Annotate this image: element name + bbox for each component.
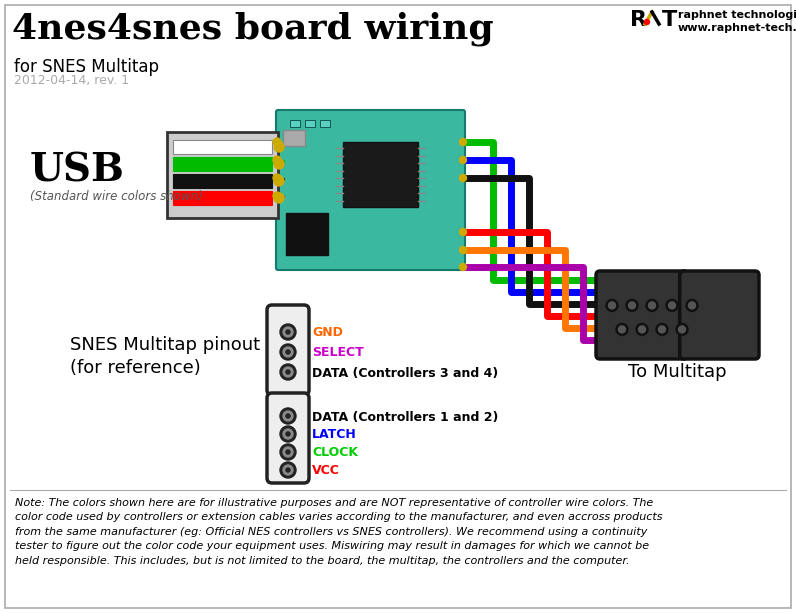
- Circle shape: [606, 299, 618, 311]
- Circle shape: [656, 324, 668, 335]
- Circle shape: [646, 299, 658, 311]
- Bar: [167, 132, 278, 218]
- Circle shape: [283, 411, 293, 421]
- Text: CLOCK: CLOCK: [312, 446, 358, 460]
- Circle shape: [678, 326, 685, 333]
- Bar: [320, 120, 330, 127]
- Circle shape: [618, 326, 626, 333]
- Text: SELECT: SELECT: [312, 346, 364, 359]
- Circle shape: [283, 447, 293, 457]
- Circle shape: [286, 330, 290, 334]
- Circle shape: [283, 327, 293, 337]
- Bar: [343, 142, 418, 207]
- Circle shape: [286, 450, 290, 454]
- Circle shape: [280, 462, 296, 478]
- Text: T: T: [662, 10, 677, 30]
- Circle shape: [459, 175, 466, 181]
- Circle shape: [459, 246, 466, 254]
- Text: DATA (Controllers 1 and 2): DATA (Controllers 1 and 2): [312, 411, 498, 424]
- Circle shape: [274, 176, 284, 186]
- Circle shape: [629, 302, 635, 309]
- Bar: [286, 213, 328, 255]
- Bar: [290, 120, 300, 127]
- Text: DATA (Controllers 3 and 4): DATA (Controllers 3 and 4): [312, 367, 498, 379]
- Bar: [283, 130, 305, 146]
- Circle shape: [283, 347, 293, 357]
- Circle shape: [616, 324, 628, 335]
- Circle shape: [669, 302, 676, 309]
- Text: www.raphnet-tech.com: www.raphnet-tech.com: [678, 23, 796, 33]
- FancyBboxPatch shape: [276, 110, 465, 270]
- Bar: [173, 191, 272, 205]
- Circle shape: [286, 432, 290, 436]
- Text: GND: GND: [312, 327, 343, 340]
- Text: (for reference): (for reference): [70, 359, 201, 377]
- Text: R: R: [630, 10, 647, 30]
- Circle shape: [286, 350, 290, 354]
- Circle shape: [689, 302, 696, 309]
- Circle shape: [286, 370, 290, 374]
- Circle shape: [273, 174, 281, 182]
- Circle shape: [459, 139, 466, 145]
- Circle shape: [676, 324, 688, 335]
- FancyBboxPatch shape: [680, 271, 759, 359]
- Circle shape: [280, 426, 296, 442]
- Circle shape: [459, 156, 466, 164]
- Circle shape: [686, 299, 698, 311]
- Circle shape: [280, 364, 296, 380]
- Bar: [173, 140, 272, 154]
- Circle shape: [274, 193, 284, 203]
- Text: Note: The colors shown here are for illustrative purposes and are NOT representa: Note: The colors shown here are for illu…: [15, 498, 662, 566]
- Circle shape: [280, 444, 296, 460]
- Circle shape: [273, 156, 281, 164]
- FancyBboxPatch shape: [596, 271, 688, 359]
- Text: LATCH: LATCH: [312, 428, 357, 441]
- Text: for SNES Multitap: for SNES Multitap: [14, 58, 159, 76]
- Circle shape: [459, 264, 466, 270]
- Text: SNES Multitap pinout: SNES Multitap pinout: [70, 336, 260, 354]
- Circle shape: [283, 429, 293, 439]
- Circle shape: [645, 20, 650, 25]
- Circle shape: [638, 326, 646, 333]
- Bar: [173, 174, 272, 188]
- Text: 2012-04-14, rev. 1: 2012-04-14, rev. 1: [14, 74, 129, 87]
- Circle shape: [636, 324, 648, 335]
- Text: (Standard wire colors shown): (Standard wire colors shown): [30, 190, 203, 203]
- Text: 4nes4snes board wiring: 4nes4snes board wiring: [12, 12, 494, 47]
- Circle shape: [273, 138, 281, 146]
- Text: VCC: VCC: [312, 465, 340, 478]
- Text: USB: USB: [30, 152, 125, 190]
- Bar: [173, 157, 272, 171]
- Circle shape: [273, 192, 281, 200]
- Circle shape: [666, 299, 678, 311]
- Circle shape: [280, 344, 296, 360]
- Circle shape: [280, 408, 296, 424]
- Text: raphnet technologies: raphnet technologies: [678, 10, 796, 20]
- Circle shape: [283, 367, 293, 377]
- Circle shape: [283, 465, 293, 475]
- Circle shape: [649, 302, 655, 309]
- Circle shape: [280, 324, 296, 340]
- FancyBboxPatch shape: [267, 393, 309, 483]
- Circle shape: [286, 468, 290, 472]
- Circle shape: [608, 302, 615, 309]
- Circle shape: [286, 414, 290, 418]
- Circle shape: [274, 159, 284, 169]
- Circle shape: [626, 299, 638, 311]
- Text: To Multitap: To Multitap: [628, 363, 727, 381]
- Circle shape: [658, 326, 665, 333]
- Bar: [305, 120, 315, 127]
- Circle shape: [274, 142, 284, 152]
- Circle shape: [459, 229, 466, 235]
- FancyBboxPatch shape: [267, 305, 309, 395]
